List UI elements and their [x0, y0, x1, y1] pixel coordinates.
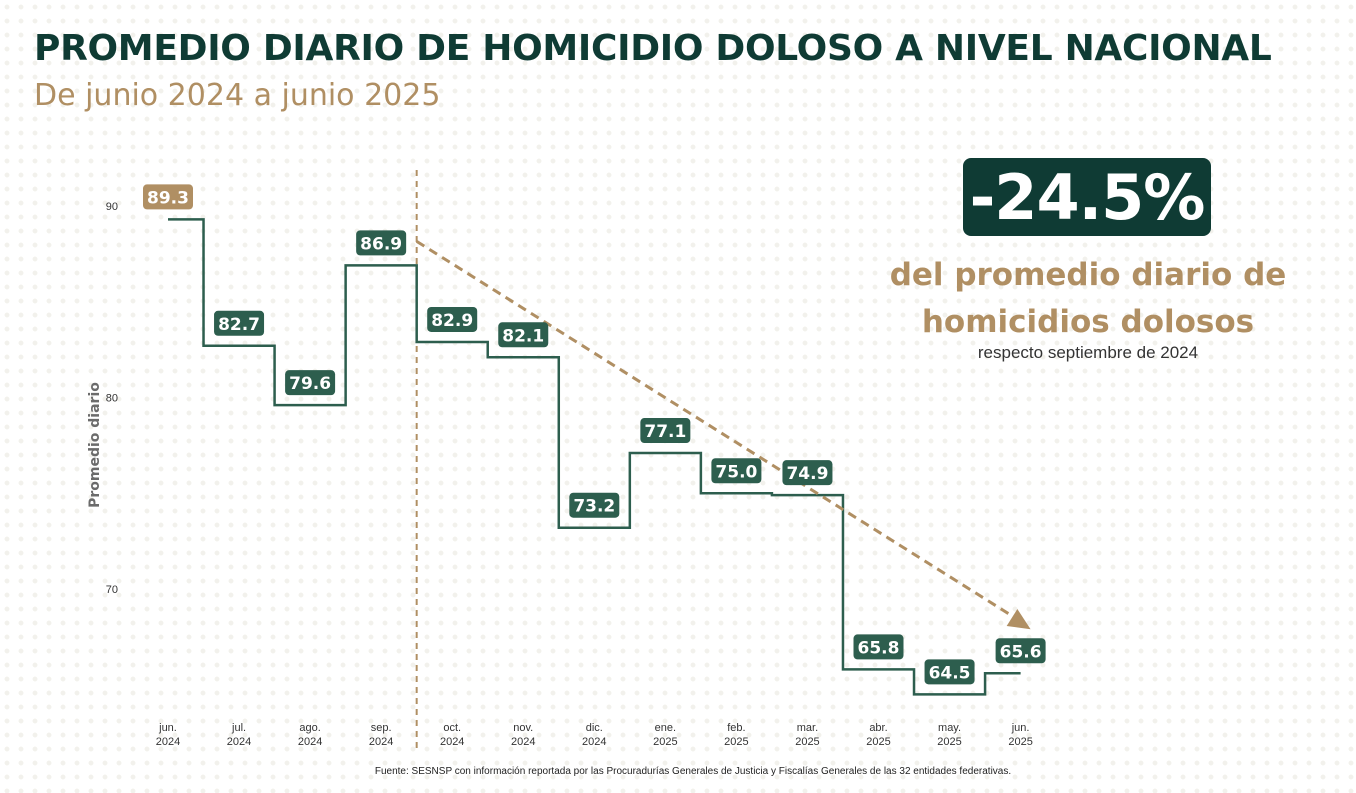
page-subtitle: De junio 2024 a junio 2025: [34, 78, 441, 113]
data-label-box-10: [853, 634, 904, 660]
x-tick-year-10: 2025: [866, 736, 890, 748]
data-label-5: 82.1: [502, 326, 544, 346]
data-label-box-2: [285, 370, 336, 396]
y-tick-label-90: 90: [106, 201, 118, 213]
data-label-box-12: [995, 638, 1046, 664]
kpi-note: respecto septiembre de 2024: [977, 343, 1199, 362]
data-label-10: 65.8: [858, 638, 900, 658]
data-label-4: 82.9: [431, 311, 473, 331]
x-tick-label-3: sep.: [371, 722, 392, 734]
data-label-box-3: [356, 230, 407, 256]
x-tick-label-12: jun.: [1011, 722, 1030, 734]
x-tick-year-1: 2024: [227, 736, 251, 748]
x-tick-label-6: dic.: [586, 722, 603, 734]
y-axis-title: Promedio diario: [87, 382, 103, 508]
kpi-description-line2: homicidios dolosos: [921, 304, 1255, 340]
x-tick-label-8: feb.: [727, 722, 745, 734]
data-label-box-9: [782, 460, 833, 486]
x-tick-label-10: abr.: [869, 722, 887, 734]
data-label-box-4: [427, 306, 478, 332]
x-tick-year-9: 2025: [795, 736, 819, 748]
x-tick-year-12: 2025: [1008, 736, 1032, 748]
x-tick-label-9: mar.: [797, 722, 818, 734]
y-tick-label-70: 70: [106, 584, 118, 596]
data-label-6: 73.2: [573, 497, 615, 517]
x-tick-label-5: nov.: [513, 722, 533, 734]
x-tick-year-11: 2025: [937, 736, 961, 748]
data-label-11: 64.5: [929, 663, 971, 683]
x-tick-year-5: 2024: [511, 736, 535, 748]
data-label-0: 89.3: [147, 188, 189, 208]
x-tick-label-1: jul.: [231, 722, 246, 734]
x-tick-year-6: 2024: [582, 736, 606, 748]
data-label-7: 77.1: [644, 422, 686, 442]
data-label-box-1: [214, 310, 265, 336]
kpi-description: del promedio diario de homicidios doloso…: [878, 252, 1298, 346]
x-tick-year-8: 2025: [724, 736, 748, 748]
x-tick-year-0: 2024: [156, 736, 180, 748]
y-tick-label-80: 80: [106, 393, 118, 405]
data-label-box-6: [569, 492, 620, 518]
data-label-box-8: [711, 458, 762, 484]
series-step-line: [168, 218, 1021, 696]
data-label-box-11: [924, 659, 975, 685]
data-label-9: 74.9: [786, 464, 828, 484]
kpi-description-line1: del promedio diario de: [889, 257, 1287, 293]
data-label-12: 65.6: [1000, 642, 1042, 662]
x-tick-label-7: ene.: [655, 722, 676, 734]
x-tick-year-3: 2024: [369, 736, 393, 748]
data-label-box-5: [498, 322, 549, 348]
data-label-box-0: [143, 184, 193, 210]
data-label-8: 75.0: [715, 462, 757, 482]
x-tick-year-7: 2025: [653, 736, 677, 748]
kpi-percentage-badge: -24.5%: [963, 158, 1211, 236]
x-tick-label-2: ago.: [299, 722, 320, 734]
x-tick-label-11: may.: [938, 722, 961, 734]
trend-arrow-head: [1006, 609, 1031, 630]
page-title: PROMEDIO DIARIO DE HOMICIDIO DOLOSO A NI…: [34, 28, 1272, 69]
source-note: Fuente: SESNSP con información reportada…: [374, 766, 1012, 777]
data-label-3: 86.9: [360, 234, 402, 254]
x-tick-label-0: jun.: [158, 722, 177, 734]
data-label-1: 82.7: [218, 315, 260, 335]
x-tick-year-2: 2024: [298, 736, 322, 748]
data-label-2: 79.6: [289, 374, 331, 394]
x-tick-year-4: 2024: [440, 736, 464, 748]
x-tick-label-4: oct.: [443, 722, 461, 734]
data-label-box-7: [640, 418, 691, 444]
